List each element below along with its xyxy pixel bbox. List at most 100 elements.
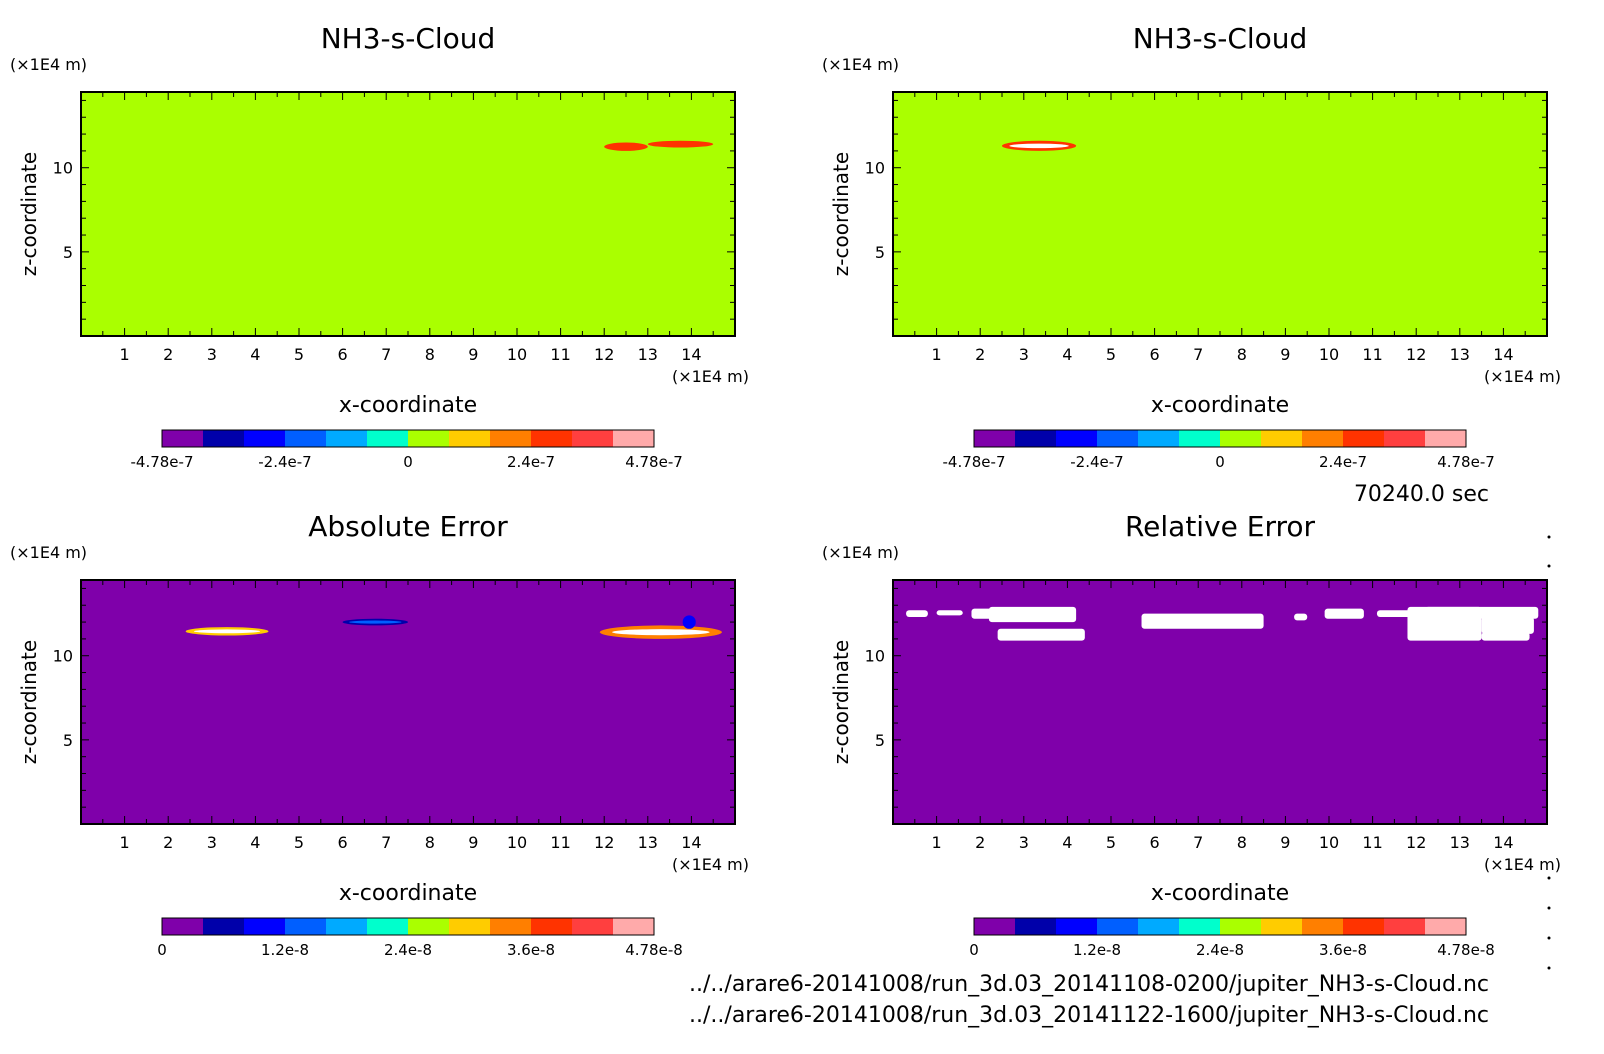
colorbar-swatch [1302, 430, 1343, 447]
x-tick-label: 5 [1106, 345, 1116, 364]
colorbar-swatch [326, 430, 367, 447]
x-tick-label: 6 [338, 833, 348, 852]
x-tick-label: 14 [1493, 833, 1513, 852]
x-tick-label: 13 [638, 345, 658, 364]
contour-core [612, 629, 710, 636]
contour-region [997, 628, 1085, 641]
colorbar-swatch [531, 918, 572, 935]
colorbar-swatch [203, 430, 244, 447]
colorbar-swatch [244, 918, 285, 935]
panel-4: Relative Error(×1E4 m)1 2 3 4 5 6 7 8 9 10 11 12 13 1… [822, 510, 1561, 959]
x-tick-label: 13 [1450, 833, 1470, 852]
y-tick-label: 5 [63, 243, 73, 262]
plot-area [81, 92, 735, 336]
stray-dot [1547, 906, 1551, 910]
x-tick-label: 5 [294, 345, 304, 364]
colorbar-tick-label: 2.4e-8 [1196, 941, 1244, 959]
y-axis-label: z-coordinate [17, 640, 41, 764]
colorbar-swatch [531, 430, 572, 447]
colorbar-tick-label: 4.78e-8 [1437, 941, 1495, 959]
y-tick-label: 10 [53, 159, 73, 178]
y-tick-label: 10 [53, 647, 73, 666]
x-tick-label: 8 [425, 345, 435, 364]
y-axis-label: z-coordinate [829, 640, 853, 764]
contour-region [1141, 613, 1264, 629]
x-tick-label: 3 [207, 345, 217, 364]
colorbar-swatch [490, 918, 531, 935]
x-tick-label: 11 [550, 833, 570, 852]
x-tick-label: 9 [468, 345, 478, 364]
x-axis-label: x-coordinate [1151, 393, 1289, 418]
colorbar-tick-label: -2.4e-7 [1070, 453, 1123, 471]
colorbar-swatch [1179, 918, 1220, 935]
x-unit-label: (×1E4 m) [672, 367, 749, 386]
colorbar-tick-label: -4.78e-7 [131, 453, 194, 471]
colorbar-tick-label: 4.78e-8 [625, 941, 683, 959]
colorbar-swatch [490, 430, 531, 447]
panel-title: Absolute Error [308, 510, 508, 543]
panel-title: NH3-s-Cloud [321, 22, 496, 55]
file-path-1: ../../arare6-20141008/run_3d.03_20141108… [689, 972, 1489, 997]
x-tick-label: 12 [1406, 833, 1426, 852]
x-tick-label: 13 [638, 833, 658, 852]
panel-2: NH3-s-Cloud(×1E4 m)1 2 3 4 5 6 7 8 9 10 11 12 13 1451… [822, 22, 1561, 471]
colorbar-frame [973, 429, 1467, 448]
colorbar-swatch [1261, 918, 1302, 935]
colorbar-swatch [285, 430, 326, 447]
x-tick-label: 12 [1406, 345, 1426, 364]
colorbar-frame [161, 917, 655, 936]
colorbar-swatch [1384, 918, 1425, 935]
x-tick-label: 3 [207, 833, 217, 852]
x-tick-label: 7 [381, 345, 391, 364]
panel-3: Absolute Error(×1E4 m)1 2 3 4 5 6 7 8 9 10 11 12 13 1… [10, 510, 749, 959]
colorbar-tick-label: 0 [969, 941, 979, 959]
x-tick-label: 4 [1062, 833, 1072, 852]
x-tick-label: 7 [1193, 833, 1203, 852]
contour-region [682, 615, 696, 629]
colorbar-tick-label: 2.4e-7 [1319, 453, 1367, 471]
colorbar-tick-label: 0 [1215, 453, 1225, 471]
stray-dot [1547, 535, 1551, 539]
colorbar-swatch [974, 430, 1015, 447]
x-tick-label: 9 [1280, 833, 1290, 852]
timestamp-label: 70240.0 sec [1353, 482, 1489, 507]
colorbar-swatch [572, 430, 613, 447]
x-tick-label: 4 [250, 345, 260, 364]
x-tick-label: 6 [1150, 345, 1160, 364]
contour-region [604, 142, 648, 151]
x-tick-label: 10 [507, 345, 527, 364]
file-path-2: ../../arare6-20141008/run_3d.03_20141122… [689, 1003, 1489, 1028]
x-tick-label: 10 [1319, 345, 1339, 364]
colorbar-swatch [1220, 918, 1261, 935]
contour-core [193, 629, 261, 634]
x-tick-label: 12 [594, 833, 614, 852]
contour-region [988, 606, 1077, 623]
colorbar-swatch [285, 918, 326, 935]
y-unit-label: (×1E4 m) [822, 543, 899, 562]
stray-dot [1547, 564, 1551, 568]
x-tick-label: 3 [1019, 833, 1029, 852]
colorbar-swatch [1179, 430, 1220, 447]
x-tick-label: 7 [1193, 345, 1203, 364]
colorbar-swatch [203, 918, 244, 935]
y-tick-label: 10 [865, 647, 885, 666]
y-axis-label: z-coordinate [829, 152, 853, 276]
x-axis-label: x-coordinate [339, 393, 477, 418]
x-tick-label: 8 [1237, 345, 1247, 364]
x-tick-label: 13 [1450, 345, 1470, 364]
colorbar-frame [161, 429, 655, 448]
contour-region [1294, 613, 1308, 621]
y-unit-label: (×1E4 m) [10, 543, 87, 562]
x-unit-label: (×1E4 m) [672, 855, 749, 874]
colorbar-swatch [162, 918, 203, 935]
x-tick-label: 1 [932, 833, 942, 852]
colorbar-swatch [1056, 918, 1097, 935]
contour-region [906, 610, 928, 618]
x-tick-label: 2 [975, 833, 985, 852]
colorbar-swatch [613, 918, 654, 935]
colorbar-swatch [326, 918, 367, 935]
panel-title: NH3-s-Cloud [1133, 22, 1308, 55]
colorbar-swatch [1343, 918, 1384, 935]
colorbar-tick-label: 2.4e-7 [507, 453, 555, 471]
colorbar-tick-label: 4.78e-7 [625, 453, 683, 471]
